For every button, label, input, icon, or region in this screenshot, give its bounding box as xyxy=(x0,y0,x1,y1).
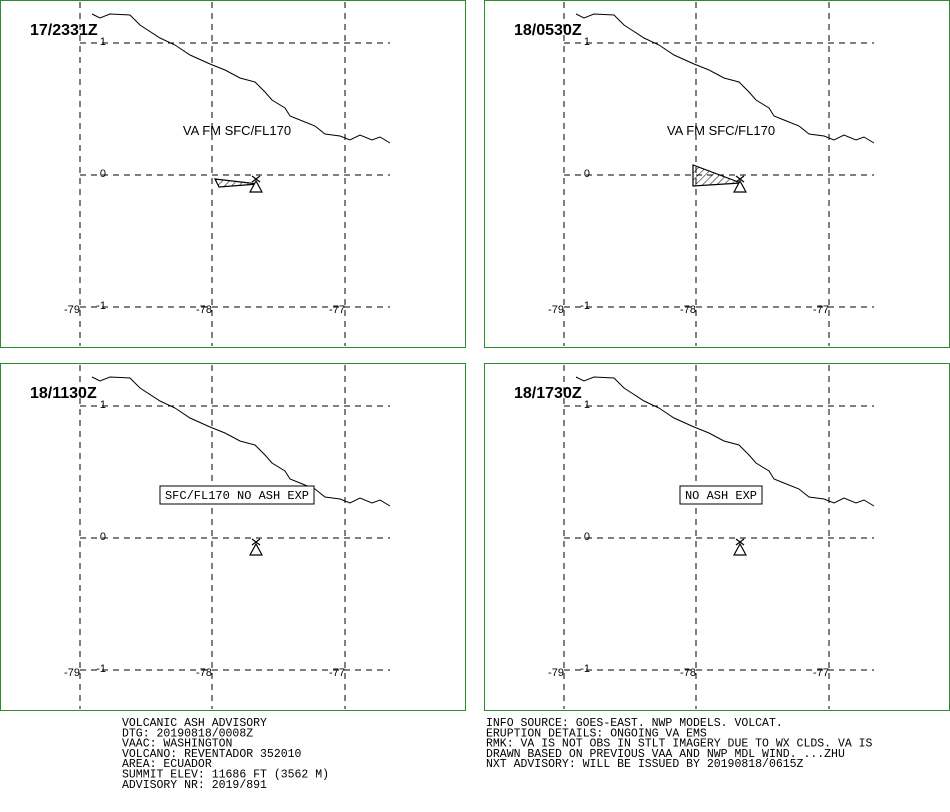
valid-time: 18/1130Z xyxy=(30,385,97,402)
lon-label: -78 xyxy=(680,667,696,679)
lat-label: 1 xyxy=(100,36,106,48)
volcano-symbol xyxy=(248,542,264,556)
lon-label: -79 xyxy=(548,667,564,679)
advisory-line: ERUPTION DETAILS: ONGOING VA EMS xyxy=(486,727,707,740)
volcano-symbol xyxy=(248,179,264,193)
lat-label: 1 xyxy=(100,399,106,411)
map-panel: 1 0 -1 -79 -78 -77 18/1130Z SFC/FL170 NO ASH EX… xyxy=(0,363,466,711)
valid-time: 18/0530Z xyxy=(514,22,582,39)
lon-label: -78 xyxy=(196,304,212,316)
advisory-line: INFO SOURCE: GOES-EAST. NWP MODELS. VOLC… xyxy=(486,717,783,730)
lat-label: 0 xyxy=(100,168,106,180)
label-box xyxy=(159,485,315,505)
map-panel: 1 0 -1 -79 -78 -77 18/1730Z NO ASH EXP xyxy=(484,363,950,711)
volcano-symbol xyxy=(732,179,748,193)
advisory-line: DRAWN BASED ON PREVIOUS VAA AND NWP MDL … xyxy=(486,748,845,761)
volcano-top xyxy=(251,175,261,183)
coastline xyxy=(91,13,391,144)
advisory-label: SFC/FL170 NO ASH EXP xyxy=(165,489,309,503)
advisory-label: VA FM SFC/FL170 xyxy=(183,123,291,138)
advisory-line: VOLCANO: REVENTADOR 352010 xyxy=(122,748,302,761)
advisory-line: AREA: ECUADOR xyxy=(122,758,212,771)
panel-border xyxy=(0,0,466,348)
map-panel: 1 0 -1 -79 -78 -77 17/2331Z VA FM SFC/FL170 xyxy=(0,0,466,348)
lat-label: 0 xyxy=(100,531,106,543)
volcano-top xyxy=(251,538,261,546)
lon-label: -77 xyxy=(329,667,345,679)
coastline xyxy=(575,376,875,507)
advisory-line: ADVISORY NR: 2019/891 xyxy=(122,779,267,792)
volcano-top xyxy=(735,175,745,183)
panel-border xyxy=(0,363,466,711)
lon-label: -77 xyxy=(329,304,345,316)
ash-area xyxy=(692,164,742,187)
advisory-line: VOLCANIC ASH ADVISORY xyxy=(122,717,267,730)
advisory-line: DTG: 20190818/0008Z xyxy=(122,727,253,740)
advisory-label: NO ASH EXP xyxy=(685,489,757,503)
advisory-label: VA FM SFC/FL170 xyxy=(667,123,775,138)
lon-label: -79 xyxy=(64,667,80,679)
lat-label: -1 xyxy=(580,663,590,675)
label-box xyxy=(679,485,763,505)
panel-border xyxy=(484,363,950,711)
lon-label: -79 xyxy=(64,304,80,316)
lon-label: -79 xyxy=(548,304,564,316)
volcano-symbol xyxy=(732,542,748,556)
valid-time: 18/1730Z xyxy=(514,385,582,402)
lat-label: -1 xyxy=(580,300,590,312)
advisory-line: RMK: VA IS NOT OBS IN STLT IMAGERY DUE T… xyxy=(486,738,873,751)
advisory-line: NXT ADVISORY: WILL BE ISSUED BY 20190818… xyxy=(486,758,804,771)
ash-area xyxy=(213,178,259,188)
advisory-line: SUMMIT ELEV: 11686 FT (3562 M) xyxy=(122,769,329,782)
coastline xyxy=(575,13,875,144)
lon-label: -77 xyxy=(813,667,829,679)
lat-label: 1 xyxy=(584,36,590,48)
coastline xyxy=(91,376,391,507)
lat-label: 0 xyxy=(584,168,590,180)
volcano-top xyxy=(735,538,745,546)
lon-label: -78 xyxy=(680,304,696,316)
map-panel: 1 0 -1 -79 -78 -77 18/0530Z VA FM SFC/FL170 xyxy=(484,0,950,348)
lat-label: 0 xyxy=(584,531,590,543)
lon-label: -77 xyxy=(813,304,829,316)
advisory-line: VAAC: WASHINGTON xyxy=(122,738,232,751)
lat-label: 1 xyxy=(584,399,590,411)
lon-label: -78 xyxy=(196,667,212,679)
valid-time: 17/2331Z xyxy=(30,22,98,39)
lat-label: -1 xyxy=(96,663,106,675)
lat-label: -1 xyxy=(96,300,106,312)
